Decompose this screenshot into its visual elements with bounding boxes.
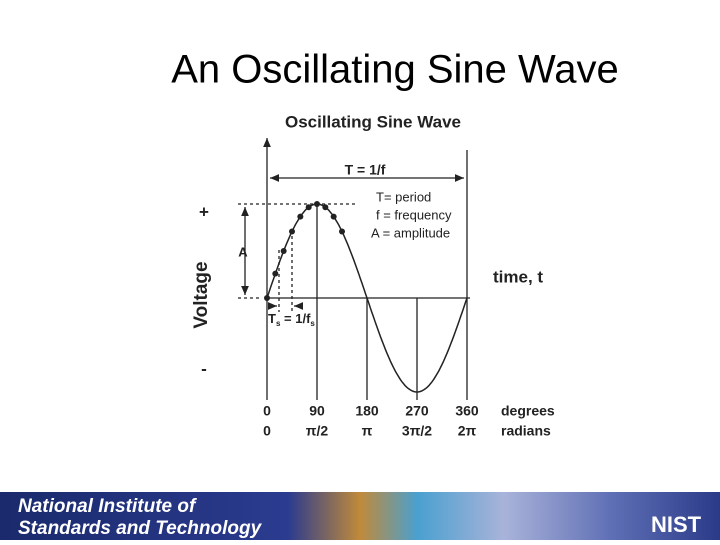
plus-sign: + <box>199 202 209 221</box>
period-label: T = 1/f <box>345 162 386 178</box>
minus-sign: - <box>201 359 207 378</box>
slide-title: An Oscillating Sine Wave <box>171 48 619 92</box>
x-axis-label: time, t <box>493 267 543 286</box>
degrees-tick: 90 <box>309 403 325 419</box>
degrees-tick: 180 <box>355 403 379 419</box>
sampling-sub: s <box>310 319 315 328</box>
sample-dot <box>297 213 304 220</box>
footer-band <box>0 492 720 540</box>
sample-dot <box>314 201 320 207</box>
diagram-title: Oscillating Sine Wave <box>285 112 461 131</box>
radians-tick: 0 <box>263 423 271 439</box>
tick-labels: 0 90 180 270 360 0 π/2 π 3π/2 2π <box>263 403 479 439</box>
sampling-t: T <box>268 311 276 326</box>
sampling-eq: = 1/f <box>280 311 311 326</box>
degrees-unit: degrees <box>501 403 555 419</box>
sample-dot <box>280 248 287 254</box>
radians-tick: 3π/2 <box>402 423 432 439</box>
degrees-tick: 0 <box>263 403 271 419</box>
radians-unit: radians <box>501 423 551 439</box>
sampling-sub: s <box>276 319 281 328</box>
footer-line1: National Institute of <box>18 496 197 517</box>
legend-item: A = amplitude <box>371 225 450 240</box>
radians-tick: π <box>362 423 373 439</box>
footer-line2: Standards and Technology <box>18 518 263 539</box>
radians-tick: 2π <box>458 423 477 439</box>
legend-item: T= period <box>376 189 431 204</box>
degrees-tick: 360 <box>455 403 479 419</box>
y-axis-label: Voltage <box>191 261 212 328</box>
sampling-label: Ts = 1/fs <box>268 311 315 328</box>
sample-dot <box>289 228 295 235</box>
sample-dot <box>339 228 345 235</box>
degrees-tick: 270 <box>405 403 429 419</box>
sample-dot <box>305 204 312 211</box>
legend-item: f = frequency <box>376 207 452 222</box>
footer-logo: NIST <box>651 512 702 537</box>
amplitude-label: A <box>238 244 248 259</box>
sample-dot <box>330 213 337 220</box>
sample-dot <box>322 204 329 211</box>
sample-dots <box>264 201 345 301</box>
radians-tick: π/2 <box>306 423 329 439</box>
sample-dot <box>272 270 279 277</box>
sample-dot <box>264 295 270 301</box>
